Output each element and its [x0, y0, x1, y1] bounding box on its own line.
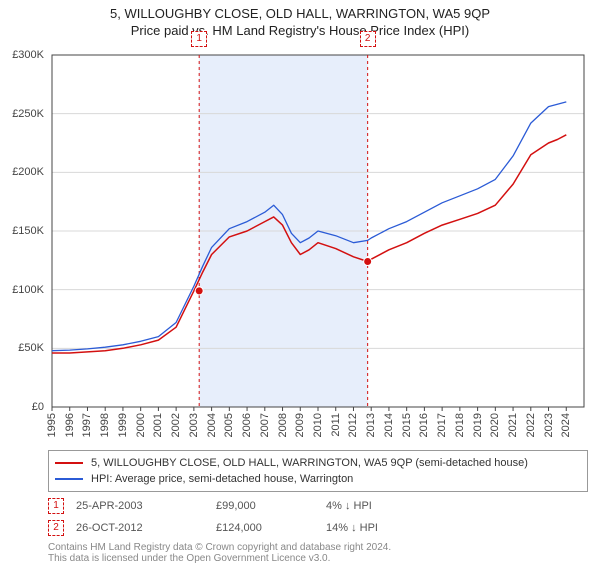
sale-price: £99,000 [216, 500, 326, 512]
chart-title: 5, WILLOUGHBY CLOSE, OLD HALL, WARRINGTO… [0, 6, 600, 21]
sale-row: 2 26-OCT-2012£124,00014% ↓ HPI [48, 520, 588, 536]
sale-delta: 4% ↓ HPI [326, 500, 372, 512]
legend-row-series-1: 5, WILLOUGHBY CLOSE, OLD HALL, WARRINGTO… [55, 455, 581, 471]
legend-box: 5, WILLOUGHBY CLOSE, OLD HALL, WARRINGTO… [48, 450, 588, 492]
x-tick-label: 2020 [489, 413, 501, 437]
x-tick-label: 2016 [418, 413, 430, 437]
sale-price: £124,000 [216, 522, 326, 534]
sale-row: 1 25-APR-2003£99,0004% ↓ HPI [48, 498, 588, 514]
x-tick-label: 2001 [152, 413, 164, 437]
y-tick-label: £100K [2, 284, 44, 296]
x-tick-label: 2015 [401, 413, 413, 437]
x-tick-label: 2011 [330, 413, 342, 437]
footer-line-2: This data is licensed under the Open Gov… [48, 553, 588, 564]
x-tick-label: 1997 [81, 413, 93, 437]
legend-label-2: HPI: Average price, semi-detached house,… [91, 473, 353, 485]
x-tick-label: 2009 [294, 413, 306, 437]
y-tick-label: £200K [2, 166, 44, 178]
y-tick-label: £0 [2, 401, 44, 413]
x-tick-label: 2024 [560, 413, 572, 437]
x-tick-label: 1999 [117, 413, 129, 437]
x-tick-label: 2004 [206, 413, 218, 437]
sale-marker-icon: 1 [48, 498, 64, 514]
x-tick-label: 1995 [46, 413, 58, 437]
sale-marker-icon: 2 [48, 520, 64, 536]
y-tick-label: £300K [2, 49, 44, 61]
x-tick-label: 2017 [436, 413, 448, 437]
sale-rows: 1 25-APR-2003£99,0004% ↓ HPI 2 26-OCT-2012£… [48, 498, 588, 536]
x-tick-label: 2018 [454, 413, 466, 437]
x-tick-label: 2012 [347, 413, 359, 437]
x-tick-label: 2003 [188, 413, 200, 437]
x-tick-label: 1996 [64, 413, 76, 437]
y-tick-label: £150K [2, 225, 44, 237]
x-tick-label: 2007 [259, 413, 271, 437]
x-tick-label: 2013 [365, 413, 377, 437]
legend-row-series-2: HPI: Average price, semi-detached house,… [55, 471, 581, 487]
legend-swatch-1 [55, 462, 83, 464]
sale-date: 26-OCT-2012 [76, 522, 216, 534]
y-tick-label: £250K [2, 108, 44, 120]
x-tick-label: 2000 [135, 413, 147, 437]
legend-area: 5, WILLOUGHBY CLOSE, OLD HALL, WARRINGTO… [48, 450, 588, 564]
sale-date: 25-APR-2003 [76, 500, 216, 512]
x-tick-label: 2002 [170, 413, 182, 437]
page: 5, WILLOUGHBY CLOSE, OLD HALL, WARRINGTO… [0, 6, 600, 566]
sale-delta: 14% ↓ HPI [326, 522, 378, 534]
x-tick-label: 2022 [525, 413, 537, 437]
x-tick-label: 2008 [277, 413, 289, 437]
x-tick-label: 2010 [312, 413, 324, 437]
guide-marker-label: 2 [360, 31, 376, 47]
x-tick-label: 2005 [223, 413, 235, 437]
x-tick-label: 2019 [472, 413, 484, 437]
legend-label-1: 5, WILLOUGHBY CLOSE, OLD HALL, WARRINGTO… [91, 457, 528, 469]
chart-subtitle: Price paid vs. HM Land Registry's House … [0, 23, 600, 38]
chart-svg [48, 51, 588, 411]
x-tick-label: 2023 [543, 413, 555, 437]
y-tick-label: £50K [2, 342, 44, 354]
guide-marker-label: 1 [191, 31, 207, 47]
x-tick-label: 2014 [383, 413, 395, 437]
x-tick-label: 2006 [241, 413, 253, 437]
chart-area [48, 51, 588, 411]
x-tick-label: 1998 [99, 413, 111, 437]
footer-line-1: Contains HM Land Registry data © Crown c… [48, 542, 588, 553]
x-tick-label: 2021 [507, 413, 519, 437]
legend-swatch-2 [55, 478, 83, 480]
